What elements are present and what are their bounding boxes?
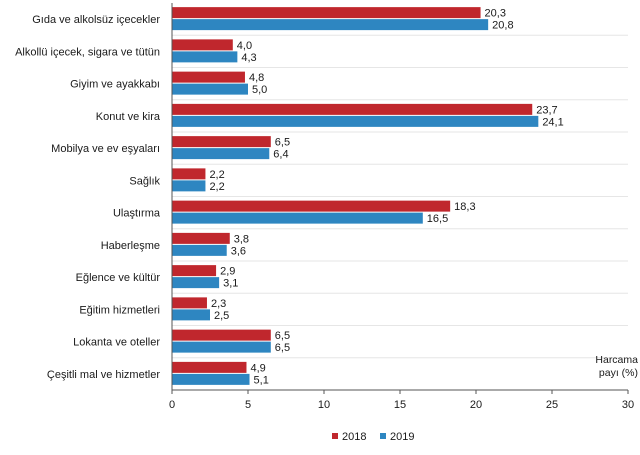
legend-swatch-2019: [380, 433, 386, 439]
bar-2019-3: [172, 115, 539, 127]
bar-2018-5: [172, 168, 206, 180]
value-label: 24,1: [542, 116, 563, 128]
bar-2018-8: [172, 265, 217, 277]
x-axis-title: Harcama: [595, 354, 638, 366]
category-label: Giyim ve ayakkabı: [70, 79, 160, 91]
value-label: 6,5: [275, 330, 290, 342]
legend: 2018 2019: [332, 431, 414, 443]
value-label: 18,3: [454, 201, 475, 213]
x-tick-label: 25: [546, 399, 558, 411]
category-labels: Gıda ve alkolsüz içecekler Alkollü içecek…: [15, 14, 161, 381]
bar-2018-2: [172, 71, 245, 83]
value-label: 6,5: [275, 137, 290, 149]
value-label: 16,5: [427, 213, 448, 225]
value-label: 2,2: [209, 181, 224, 193]
x-tick-label: 30: [622, 399, 634, 411]
bar-2018-0: [172, 7, 481, 19]
bar-2019-6: [172, 212, 423, 224]
x-axis-title: payı (%): [599, 367, 638, 379]
value-label: 4,8: [249, 72, 264, 84]
bar-2018-6: [172, 200, 451, 212]
x-tick-label: 15: [394, 399, 406, 411]
category-label: Lokanta ve oteller: [73, 337, 160, 349]
value-label: 3,1: [223, 278, 238, 290]
value-label: 2,9: [220, 266, 235, 278]
value-label: 20,8: [492, 20, 513, 32]
category-label: Haberleşme: [101, 240, 160, 252]
bar-2019-2: [172, 83, 248, 95]
category-label: Çeşitli mal ve hizmetler: [47, 369, 160, 381]
category-label: Konut ve kira: [96, 111, 161, 123]
category-label: Alkollü içecek, sigara ve tütün: [15, 46, 160, 58]
value-label: 2,5: [214, 310, 229, 322]
bar-2018-3: [172, 103, 533, 115]
x-tick-label: 0: [169, 399, 175, 411]
bar-2019-7: [172, 244, 227, 256]
value-labels: 20,320,84,04,34,85,023,724,16,56,42,22,2…: [209, 8, 563, 387]
bar-2019-4: [172, 148, 270, 160]
bar-2019-1: [172, 51, 238, 63]
legend-swatch-2018: [332, 433, 338, 439]
category-label: Sağlık: [129, 175, 160, 187]
value-label: 6,4: [273, 149, 288, 161]
bar-2019-5: [172, 180, 206, 192]
value-label: 5,0: [252, 84, 267, 96]
value-label: 4,9: [250, 362, 265, 374]
value-label: 23,7: [536, 104, 557, 116]
bar-2018-11: [172, 361, 247, 373]
x-tick-label: 20: [470, 399, 482, 411]
value-label: 4,0: [237, 40, 252, 52]
legend-label-2018: 2018: [342, 431, 366, 443]
x-tick-label: 10: [318, 399, 330, 411]
value-label: 4,3: [241, 52, 256, 64]
value-label: 3,6: [231, 245, 246, 257]
bar-2019-0: [172, 19, 489, 31]
bar-2019-10: [172, 341, 271, 353]
legend-label-2019: 2019: [390, 431, 414, 443]
bar-2019-11: [172, 373, 250, 385]
bar-2018-4: [172, 136, 271, 148]
category-bands: [172, 34, 628, 359]
value-label: 6,5: [275, 342, 290, 354]
value-label: 5,1: [254, 374, 269, 386]
bar-2018-10: [172, 329, 271, 341]
value-label: 2,3: [211, 298, 226, 310]
value-label: 2,2: [209, 169, 224, 181]
bar-2018-1: [172, 39, 233, 51]
bar-2019-9: [172, 309, 210, 321]
x-tick-label: 5: [245, 399, 251, 411]
category-label: Eğitim hizmetleri: [79, 304, 160, 316]
category-label: Eğlence ve kültür: [76, 272, 161, 284]
category-label: Gıda ve alkolsüz içecekler: [32, 14, 160, 26]
bar-2018-7: [172, 232, 230, 244]
value-label: 3,8: [234, 233, 249, 245]
category-label: Mobilya ve ev eşyaları: [51, 143, 160, 155]
bars: [172, 7, 539, 385]
bar-2019-8: [172, 277, 220, 289]
bar-2018-9: [172, 297, 207, 309]
category-label: Ulaştırma: [113, 208, 161, 220]
value-label: 20,3: [485, 8, 506, 20]
